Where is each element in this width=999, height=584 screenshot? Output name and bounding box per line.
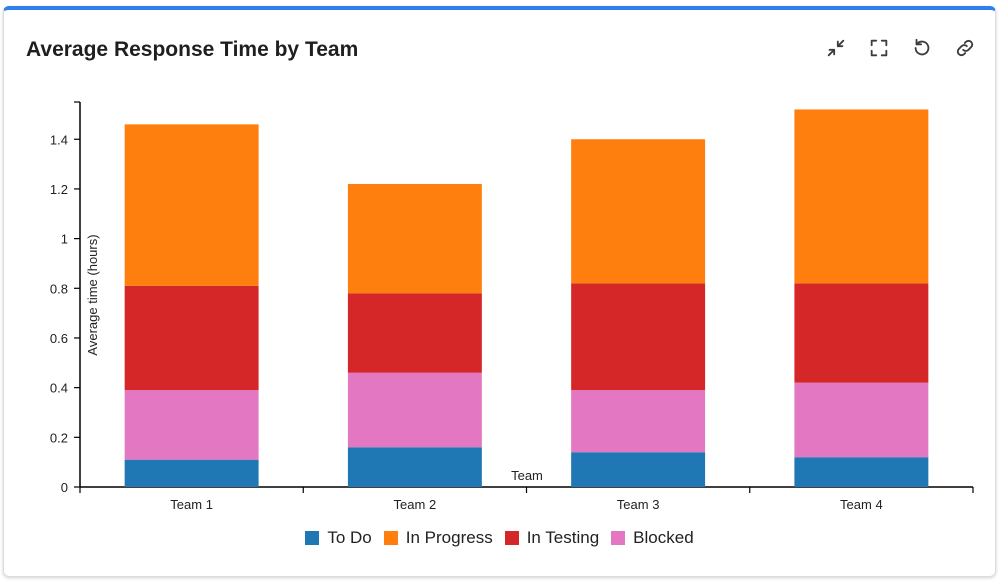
y-tick-label: 1 [61, 232, 68, 247]
legend-swatch [611, 531, 626, 545]
legend-label: In Testing [526, 528, 600, 547]
y-tick-label: 1.4 [50, 132, 68, 147]
legend-swatch [305, 531, 320, 545]
x-tick-label: Team 4 [840, 497, 883, 512]
y-tick-label: 0 [61, 480, 68, 495]
x-tick-label: Team 1 [170, 497, 213, 512]
bar-in-progress-team-2[interactable] [347, 183, 482, 294]
bar-in-testing-team-3[interactable] [571, 283, 706, 391]
y-tick-label: 1.2 [50, 182, 68, 197]
x-tick-label: Team 3 [617, 497, 660, 512]
bar-blocked-team-2[interactable] [347, 372, 482, 448]
y-tick-label: 0.6 [50, 331, 68, 346]
legend-label: To Do [327, 528, 372, 547]
legend-label: In Progress [405, 528, 493, 547]
bar-blocked-team-4[interactable] [794, 382, 929, 458]
card-title: Average Response Time by Team [26, 38, 359, 61]
bar-to-do-team-4[interactable] [794, 457, 929, 487]
x-axis-title: Team [511, 468, 543, 483]
chart-legend: To Do In Progress In Testing Blocked [0, 528, 999, 548]
legend-item-to-do[interactable]: To Do [305, 528, 372, 548]
bar-blocked-team-1[interactable] [124, 390, 259, 460]
bar-to-do-team-2[interactable] [347, 447, 482, 487]
bar-in-progress-team-4[interactable] [794, 109, 929, 284]
y-axis-title: Average time (hours) [85, 234, 100, 355]
legend-item-in-progress[interactable]: In Progress [383, 528, 493, 548]
legend-item-blocked[interactable]: Blocked [611, 528, 694, 548]
collapse-icon[interactable] [824, 36, 848, 60]
bar-in-progress-team-3[interactable] [571, 139, 706, 284]
y-tick-label: 0.2 [50, 430, 68, 445]
bar-blocked-team-3[interactable] [571, 390, 706, 453]
bar-to-do-team-1[interactable] [124, 459, 259, 487]
fullscreen-icon[interactable] [867, 36, 891, 60]
legend-label: Blocked [633, 528, 694, 547]
reset-icon[interactable] [910, 36, 934, 60]
chart-toolbar [824, 36, 977, 60]
legend-item-in-testing[interactable]: In Testing [504, 528, 600, 548]
y-tick-label: 0.4 [50, 381, 68, 396]
bar-in-testing-team-2[interactable] [347, 293, 482, 373]
link-icon[interactable] [953, 36, 977, 60]
bar-in-testing-team-4[interactable] [794, 283, 929, 383]
bar-in-testing-team-1[interactable] [124, 285, 259, 391]
bar-to-do-team-3[interactable] [571, 452, 706, 487]
legend-swatch [383, 531, 398, 545]
legend-swatch [504, 531, 519, 545]
y-tick-label: 0.8 [50, 281, 68, 296]
bar-in-progress-team-1[interactable] [124, 124, 259, 286]
x-tick-label: Team 2 [394, 497, 437, 512]
